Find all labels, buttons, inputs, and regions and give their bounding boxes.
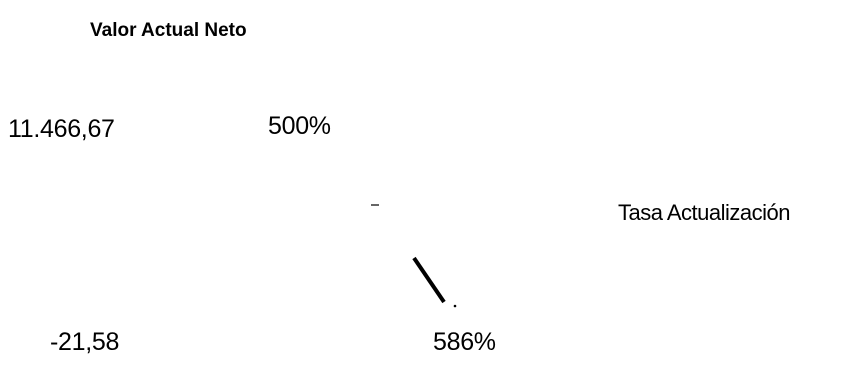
x-axis-label: Tasa Actualización — [618, 200, 791, 225]
npv-curve-segment — [412, 256, 446, 304]
npv-value-top: 11.466,67 — [8, 115, 115, 143]
curve-end-dot — [453, 304, 457, 308]
rate-value-low: 500% — [268, 112, 331, 140]
diagram-title: Valor Actual Neto — [90, 20, 247, 41]
rate-value-high: 586% — [433, 328, 496, 356]
npv-value-bottom: -21,58 — [50, 328, 120, 356]
